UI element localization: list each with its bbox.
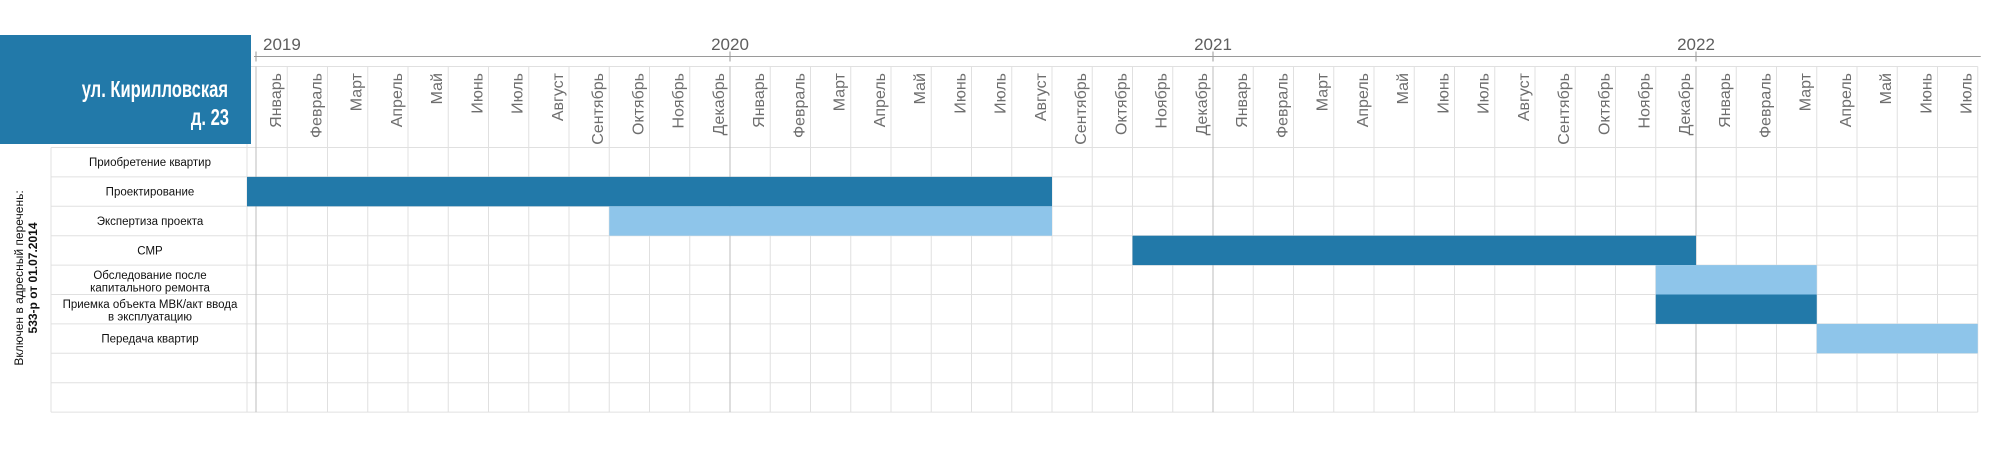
month-label: Июнь: [1435, 73, 1452, 114]
task-bar: [247, 176, 1052, 207]
month-label: Октябрь: [1596, 73, 1613, 135]
month-label: Апрель: [1838, 73, 1855, 127]
title-background: [0, 35, 251, 144]
task-bar: [1132, 235, 1696, 266]
month-label: Май: [1878, 73, 1895, 104]
month-label: Июль: [993, 73, 1010, 114]
month-label: Июль: [1959, 73, 1976, 114]
month-label: Февраль: [308, 73, 325, 138]
title-street: ул. Кирилловская: [82, 77, 228, 102]
month-label: Март: [832, 72, 849, 111]
month-label: Апрель: [1355, 73, 1372, 127]
task-bar: [1655, 265, 1817, 295]
grid-layer: [50, 66, 1979, 413]
month-label: Декабрь: [1194, 73, 1211, 135]
month-label: Декабрь: [1677, 73, 1694, 135]
month-label: Январь: [1717, 73, 1734, 128]
month-label: Июнь: [952, 73, 969, 114]
task-bar: [1655, 294, 1817, 324]
task-label: Приобретение квартир: [89, 157, 211, 169]
month-label: Сентябрь: [1556, 73, 1573, 145]
year-label: 2021: [1194, 35, 1232, 54]
month-label: Август: [1516, 72, 1533, 121]
month-label: Август: [1033, 72, 1050, 121]
month-label: Март: [1315, 72, 1332, 111]
year-label: 2019: [263, 35, 301, 54]
month-label: Май: [429, 73, 446, 104]
side-note: Включен в адресный перечень: 533-р от 01…: [12, 190, 40, 365]
month-label: Апрель: [872, 73, 889, 127]
task-bars: [247, 176, 1978, 354]
year-label: 2020: [711, 35, 749, 54]
month-label: Октябрь: [630, 73, 647, 135]
month-label: Февраль: [791, 73, 808, 138]
task-label: капитального ремонта: [90, 282, 210, 294]
month-labels: Январь Февраль Март Апрель Май Июнь Июль Август…: [268, 72, 1976, 144]
month-label: Ноябрь: [1637, 73, 1654, 129]
title-street-wrap: ул. Кирилловская: [82, 77, 228, 102]
task-label: Обследование после: [93, 270, 206, 282]
month-label: Январь: [751, 73, 768, 128]
month-label: Февраль: [1757, 73, 1774, 138]
month-label: Ноябрь: [1154, 73, 1171, 129]
month-label: Декабрь: [711, 73, 728, 135]
month-label: Март: [1798, 72, 1815, 111]
month-label: Август: [550, 72, 567, 121]
month-label: Март: [349, 72, 366, 111]
month-label: Май: [1395, 73, 1412, 104]
month-label: Май: [912, 73, 929, 104]
side-note-text: Включен в адресный перечень:: [12, 190, 26, 365]
task-label: Экспертиза проекта: [97, 216, 204, 228]
month-label: Январь: [268, 73, 285, 128]
task-bar: [609, 206, 1052, 236]
year-label: 2022: [1677, 35, 1715, 54]
year-labels: 2019 2020 2021 2022: [263, 35, 1715, 54]
task-label: СМР: [137, 245, 163, 257]
month-label: Сентябрь: [1073, 73, 1090, 145]
month-label: Июнь: [1918, 73, 1935, 114]
month-label: Февраль: [1274, 73, 1291, 138]
task-label: в эксплуатацию: [108, 312, 192, 324]
month-label: Сентябрь: [590, 73, 607, 145]
month-label: Июль: [510, 73, 527, 114]
task-labels: Приобретение квартир Проектирование Экспер…: [63, 157, 238, 345]
month-label: Октябрь: [1113, 73, 1130, 135]
month-label: Июль: [1476, 73, 1493, 114]
side-note-order: 533-р от 01.07.2014: [26, 222, 40, 333]
task-bar: [1816, 323, 1978, 354]
title-house-wrap: д. 23: [191, 105, 229, 130]
task-label: Приемка объекта МВК/акт ввода: [63, 299, 238, 311]
task-label: Передача квартир: [101, 334, 198, 346]
title-block: ул. Кирилловская д. 23: [0, 35, 251, 144]
timeline-axis-group: [254, 51, 1981, 62]
month-label: Июнь: [469, 73, 486, 114]
month-label: Апрель: [389, 73, 406, 127]
title-house: д. 23: [191, 105, 229, 130]
task-label: Проектирование: [106, 187, 195, 199]
month-label: Ноябрь: [671, 73, 688, 129]
month-label: Январь: [1234, 73, 1251, 128]
